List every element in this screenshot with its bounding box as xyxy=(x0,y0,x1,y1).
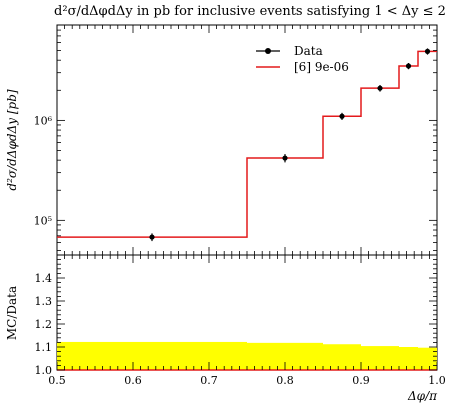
x-tick-label: 0.5 xyxy=(48,374,66,387)
legend-item-mc: [6] 9e-06 xyxy=(256,60,349,74)
data-point xyxy=(339,113,345,119)
mc-step-line xyxy=(57,50,437,238)
data-point xyxy=(377,85,383,91)
y-tick-label: 10⁵ xyxy=(34,214,52,227)
x-tick-label: 0.8 xyxy=(276,374,294,387)
ticks-group xyxy=(56,24,438,371)
ratio-band-group xyxy=(57,341,437,370)
x-axis-title: Δφ/π xyxy=(407,389,438,403)
tick-labels-group: 0.5 0.6 0.7 0.8 0.9 1.0 10⁵ 10⁶ 1.0 1.1 1.2 1.3 1.4 xyxy=(34,114,446,387)
main-series-group xyxy=(57,48,437,242)
ratio-band-bin xyxy=(399,347,418,370)
ratio-band-bin xyxy=(57,341,247,370)
data-point xyxy=(282,155,288,161)
x-tick-label: 0.9 xyxy=(352,374,370,387)
x-tick-label: 1.0 xyxy=(428,374,446,387)
legend: Data [6] 9e-06 xyxy=(256,44,349,74)
legend-item-data: Data xyxy=(256,44,323,58)
ratio-band-bin xyxy=(361,346,399,370)
ratio-band-bin xyxy=(323,344,361,370)
x-tick-label: 0.6 xyxy=(124,374,142,387)
ratio-y-tick-label: 1.2 xyxy=(35,318,53,331)
legend-data-marker xyxy=(265,48,271,54)
ratio-y-axis-title: MC/Data xyxy=(5,286,19,340)
data-point xyxy=(424,48,431,54)
ratio-band-bin xyxy=(418,347,437,370)
ratio-y-tick-label: 1.4 xyxy=(35,272,53,285)
legend-data-label: Data xyxy=(294,44,323,58)
chart-title: d²σ/dΔφdΔy in pb for inclusive events sa… xyxy=(54,4,446,19)
data-point xyxy=(149,234,155,240)
x-tick-label: 0.7 xyxy=(200,374,218,387)
ratio-y-tick-label: 1.1 xyxy=(35,341,53,354)
ratio-y-tick-label: 1.3 xyxy=(35,295,53,308)
y-axis-title: d²σ/dΔφdΔy [pb] xyxy=(5,89,19,190)
data-point xyxy=(405,63,412,69)
ratio-y-tick-label: 1.0 xyxy=(35,364,53,377)
y-tick-label: 10⁶ xyxy=(34,114,53,127)
legend-mc-label: [6] 9e-06 xyxy=(294,60,349,74)
